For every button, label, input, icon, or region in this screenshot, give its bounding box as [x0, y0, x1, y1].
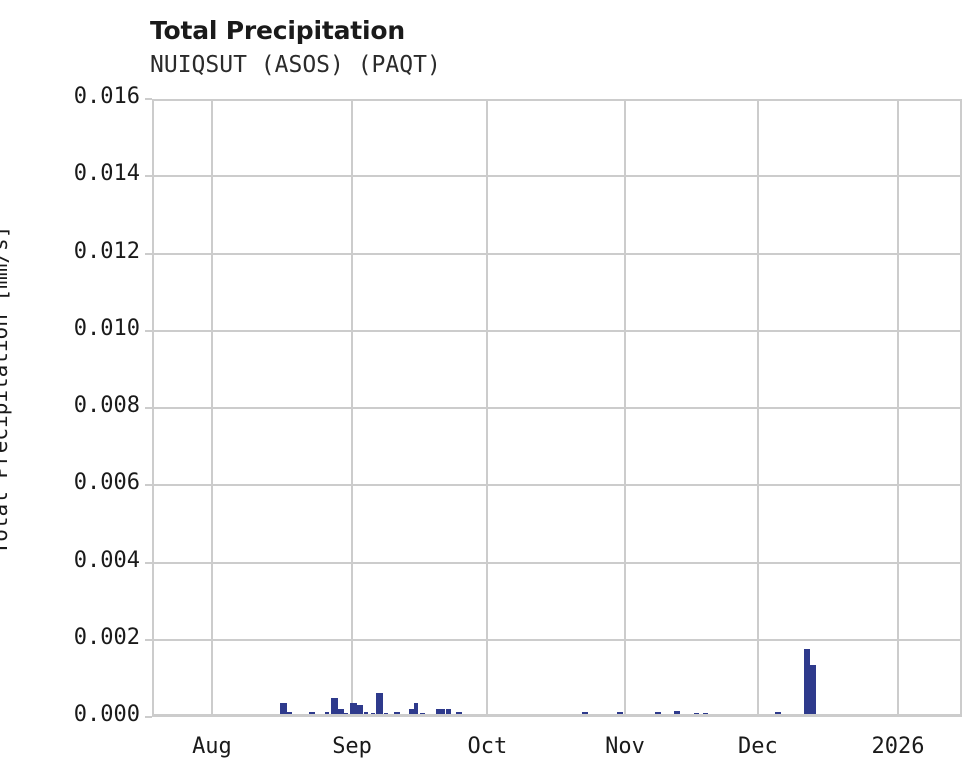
- grid-line-vertical: [624, 99, 627, 717]
- bar: [804, 649, 810, 717]
- y-tick-mark: [145, 638, 152, 641]
- y-axis-tick-labels: 0.000 0.002 0.004 0.006 0.008 0.010 0.012 0.014…: [0, 0, 140, 780]
- grid-line-vertical: [486, 99, 489, 717]
- y-tick-mark: [145, 716, 152, 718]
- y-tick-label: 0.008: [73, 393, 140, 418]
- page-title: Total Precipitation: [150, 16, 405, 45]
- y-tick-label: 0.016: [73, 84, 140, 109]
- x-tick-label: Dec: [738, 734, 778, 759]
- y-tick-label: 0.012: [73, 238, 140, 264]
- bar: [338, 709, 344, 717]
- y-tick-label: 0.002: [73, 624, 140, 650]
- grid-line-horizontal: [152, 638, 962, 641]
- x-tick-label: Oct: [467, 734, 508, 759]
- plot-border-right: [960, 99, 962, 717]
- y-tick-mark: [145, 484, 152, 487]
- y-tick-mark: [145, 407, 152, 409]
- grid-line-horizontal: [152, 407, 962, 409]
- bar: [376, 693, 383, 717]
- grid-line-vertical: [756, 99, 759, 717]
- x-tick-label: 2026: [871, 734, 925, 759]
- grid-line-vertical: [351, 99, 354, 717]
- y-tick-mark: [145, 329, 152, 332]
- plot-border-top: [152, 99, 962, 101]
- grid-line-horizontal: [152, 175, 962, 178]
- bar: [436, 708, 446, 717]
- plot-area: [152, 99, 962, 717]
- x-tick-label: Aug: [192, 734, 232, 759]
- bar: [446, 708, 451, 717]
- bar: [349, 703, 357, 717]
- plot-border-bottom: [152, 714, 962, 717]
- y-tick-mark: [145, 175, 152, 178]
- y-tick-label: 0.000: [73, 702, 140, 727]
- y-tick-label: 0.004: [73, 547, 140, 573]
- bar: [356, 705, 363, 717]
- grid-line-horizontal: [152, 561, 962, 564]
- grid-line-horizontal: [152, 329, 962, 332]
- bar: [809, 664, 817, 717]
- bar: [408, 708, 415, 717]
- y-tick-mark: [145, 98, 152, 100]
- y-tick-label: 0.006: [73, 470, 140, 496]
- grid-line-vertical: [210, 99, 213, 717]
- grid-line-vertical: [897, 99, 899, 717]
- plot-border-left: [152, 99, 154, 717]
- x-tick-label: Sep: [332, 734, 372, 759]
- bar-series: [152, 99, 962, 717]
- chart-subtitle: NUIQSUT (ASOS) (PAQT): [150, 52, 441, 78]
- bar: [331, 697, 339, 717]
- grid-line-horizontal: [152, 252, 962, 255]
- grid-line-horizontal: [152, 484, 962, 487]
- y-tick-label: 0.010: [73, 315, 140, 341]
- bar: [413, 703, 419, 717]
- y-tick-label: 0.014: [73, 161, 140, 187]
- bar: [279, 703, 288, 717]
- y-tick-mark: [145, 252, 152, 255]
- bar: [673, 710, 681, 717]
- y-tick-mark: [145, 561, 152, 564]
- x-tick-label: Nov: [605, 734, 645, 759]
